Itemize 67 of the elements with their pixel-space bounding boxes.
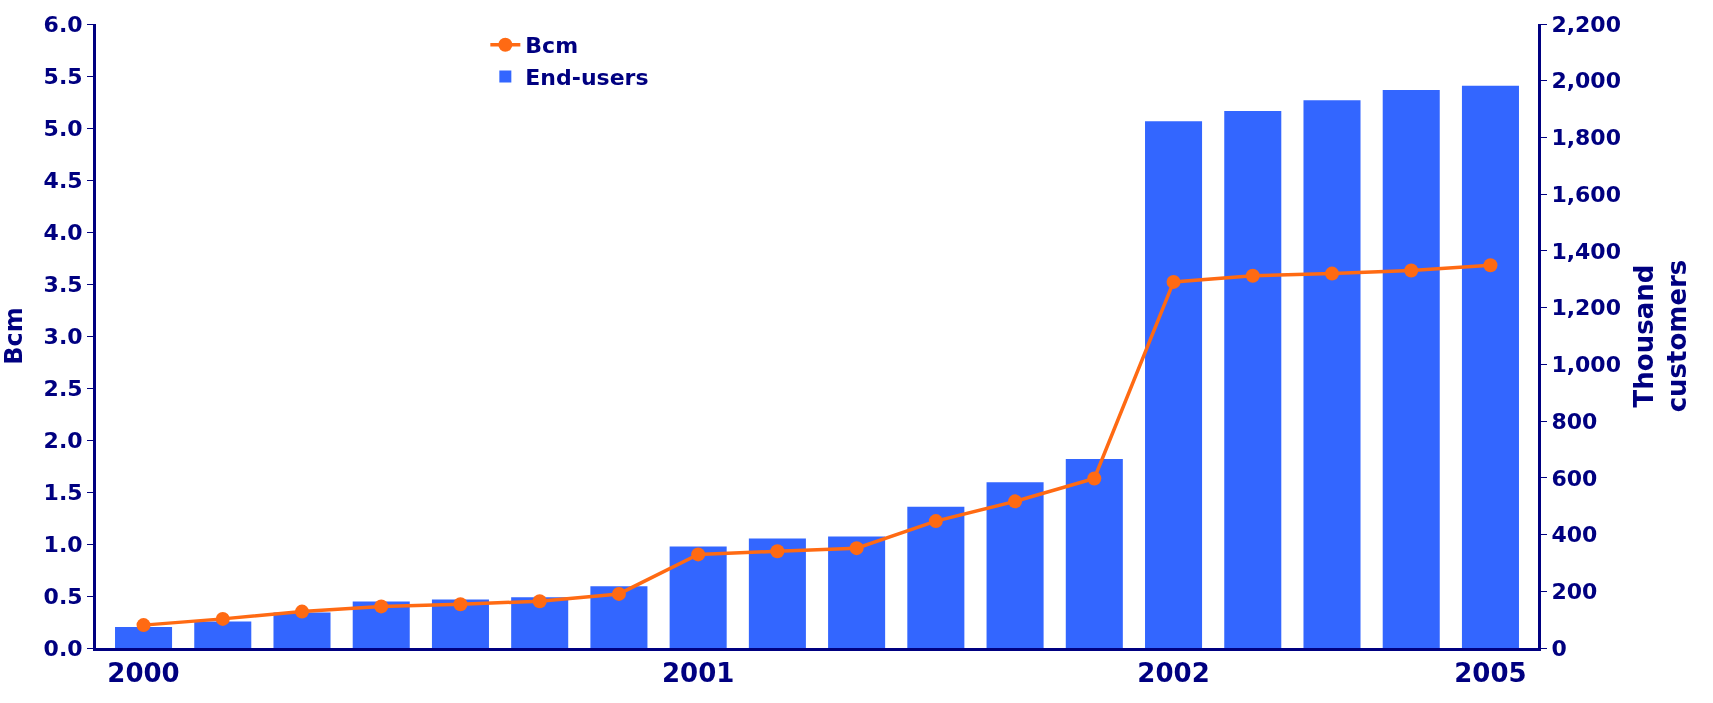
point [453, 597, 468, 612]
y2-tick-label: 2,000 [1551, 68, 1621, 94]
bar [1224, 111, 1282, 648]
bar [828, 536, 886, 648]
y2-tick-label: 1,800 [1551, 125, 1621, 151]
y2-tick-label: 0 [1551, 635, 1567, 661]
x-tick-label: 2000 [107, 658, 180, 689]
bar [1065, 459, 1123, 648]
x-tick-label: 2005 [1454, 658, 1527, 689]
bar [1461, 85, 1519, 648]
y2-axis-title: Thousand customers [1628, 259, 1693, 413]
y-tick-label: 0.0 [43, 635, 83, 661]
point [691, 547, 706, 562]
point [1087, 471, 1102, 486]
point [928, 514, 943, 529]
point [849, 541, 864, 556]
y2-tick-label: 2,200 [1551, 11, 1621, 37]
point [532, 594, 547, 609]
point [1325, 266, 1339, 281]
bar [273, 612, 331, 648]
bar [748, 538, 806, 648]
point [611, 586, 626, 601]
bar [1382, 90, 1440, 648]
point [374, 599, 389, 614]
y-tick-label: 1.5 [43, 479, 83, 505]
legend-label: End-users [525, 64, 649, 90]
x-tick-label: 2002 [1137, 658, 1210, 689]
bar [1145, 121, 1203, 648]
bar [986, 482, 1044, 648]
y-tick-label: 0.5 [43, 583, 83, 609]
bar [115, 627, 173, 648]
bar [1303, 100, 1361, 648]
point [295, 604, 309, 619]
y-tick-label: 4.5 [43, 167, 83, 193]
y-tick-label: 5.0 [43, 115, 83, 141]
y-axis-title: Bcm [0, 307, 28, 365]
y-tick-label: 4.0 [43, 219, 83, 245]
point [1245, 268, 1260, 283]
y-tick-label: 3.5 [43, 271, 83, 297]
y-tick-label: 2.5 [43, 375, 83, 401]
x-tick-label: 2001 [661, 658, 735, 689]
y2-tick-label: 400 [1551, 522, 1598, 548]
y2-tick-label: 1,000 [1551, 352, 1621, 378]
y2-tick-label: 200 [1551, 578, 1598, 604]
y-tick-label: 5.5 [43, 63, 83, 89]
point [770, 544, 785, 559]
point [1008, 494, 1023, 509]
point [1404, 263, 1419, 278]
y-tick-label: 2.0 [43, 427, 83, 453]
y-tick-label: 6.0 [43, 11, 83, 37]
bar [511, 597, 569, 648]
bar [669, 546, 727, 648]
y-tick-label: 3.0 [43, 323, 83, 349]
point [1483, 258, 1498, 273]
y-tick-label: 1.0 [43, 531, 83, 557]
y2-tick-label: 800 [1551, 408, 1598, 434]
point [136, 618, 151, 633]
bar [907, 506, 965, 648]
point [215, 611, 230, 626]
bar [590, 586, 648, 648]
y2-tick-label: 1,200 [1551, 295, 1621, 321]
bar [194, 621, 252, 648]
y2-tick-label: 1,600 [1551, 181, 1621, 207]
y2-tick-label: 1,400 [1551, 238, 1621, 264]
y2-tick-label: 600 [1551, 465, 1598, 491]
point [1166, 274, 1181, 289]
legend-label: Bcm [525, 33, 579, 59]
